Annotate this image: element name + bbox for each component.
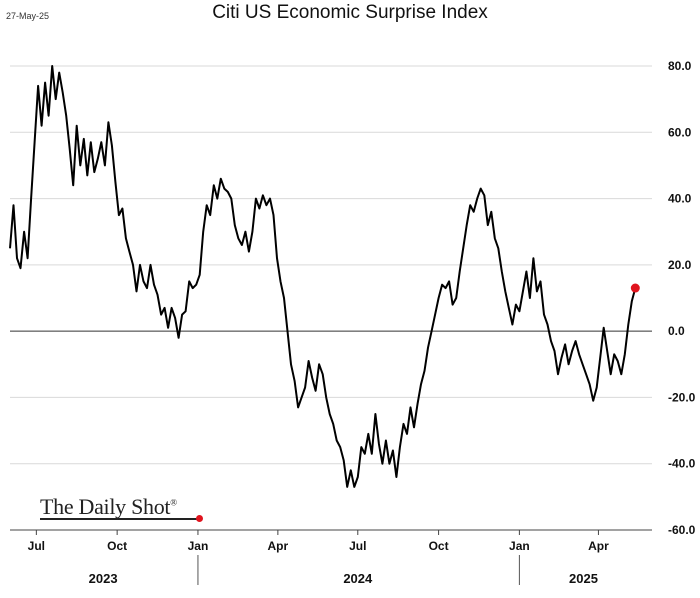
brand-name: The Daily Shot xyxy=(40,494,171,519)
y-tick-label: 20.0 xyxy=(668,258,692,272)
y-axis: 80.0 60.0 40.0 20.0 0.0 -20.0 -40.0 -60.0 xyxy=(668,59,696,537)
y-tick-label: 0.0 xyxy=(668,324,685,338)
x-tick-label: Jul xyxy=(349,539,366,553)
y-tick-label: -40.0 xyxy=(668,457,696,471)
series-layer xyxy=(9,65,640,488)
year-label: 2025 xyxy=(569,571,598,586)
grid-lines xyxy=(10,65,652,465)
x-tick-label: Jan xyxy=(509,539,530,553)
year-label: 2023 xyxy=(89,571,118,586)
y-tick-label: 60.0 xyxy=(668,125,692,139)
x-tick-label: Jul xyxy=(28,539,45,553)
brand-dot xyxy=(196,515,203,522)
x-tick-label: Apr xyxy=(268,539,289,553)
chart-title: Citi US Economic Surprise Index xyxy=(212,2,488,23)
chart-date: 27-May-25 xyxy=(6,11,50,21)
brand-registered-mark: ® xyxy=(170,497,177,508)
year-label: 2024 xyxy=(343,571,373,586)
y-tick-label: 80.0 xyxy=(668,59,692,73)
y-tick-label: -60.0 xyxy=(668,523,696,537)
last-point-marker xyxy=(630,283,640,293)
x-tick-label: Oct xyxy=(107,539,127,553)
x-tick-label: Apr xyxy=(588,539,609,553)
x-tick-label: Jan xyxy=(188,539,209,553)
y-tick-label: -20.0 xyxy=(668,390,696,404)
x-tick-label: Oct xyxy=(429,539,449,553)
series-line xyxy=(9,65,637,488)
x-axis: Jul Oct Jan Apr Jul Oct Jan Apr 2023 2024 2025 xyxy=(10,529,652,586)
brand-underline xyxy=(40,518,198,520)
y-tick-label: 40.0 xyxy=(668,192,692,206)
brand-logo: The Daily Shot® xyxy=(40,494,177,520)
